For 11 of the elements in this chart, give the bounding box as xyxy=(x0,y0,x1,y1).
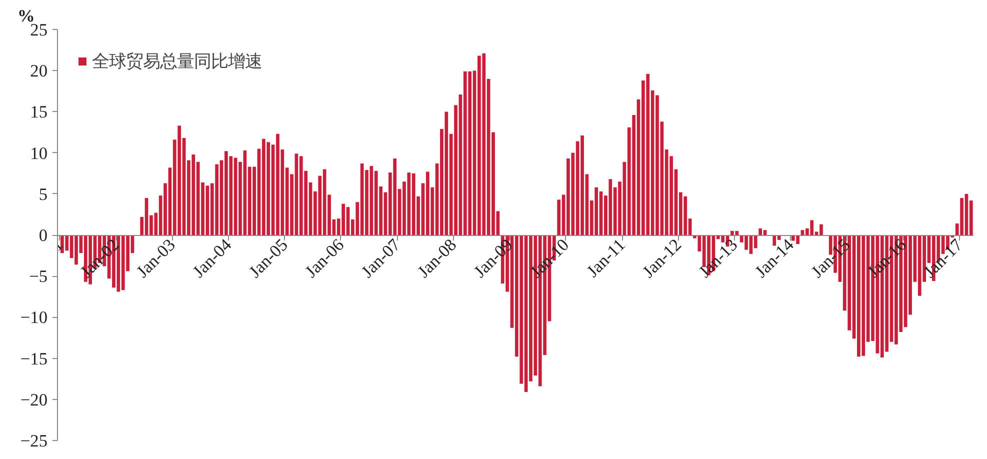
y-tick-label: −20 xyxy=(20,390,48,410)
y-tick-label: −10 xyxy=(20,308,48,328)
y-tick-label: −5 xyxy=(29,267,48,286)
y-tick-label: 0 xyxy=(38,226,48,245)
y-tick-label: 5 xyxy=(38,184,48,204)
y-tick-label: 15 xyxy=(30,102,48,122)
legend-label: 全球贸易总量同比增速 xyxy=(92,51,262,73)
y-tick-label: −25 xyxy=(20,432,48,450)
y-tick-label: 20 xyxy=(30,62,48,81)
y-tick-label: −15 xyxy=(20,349,48,368)
y-tick-label: 10 xyxy=(30,144,48,163)
